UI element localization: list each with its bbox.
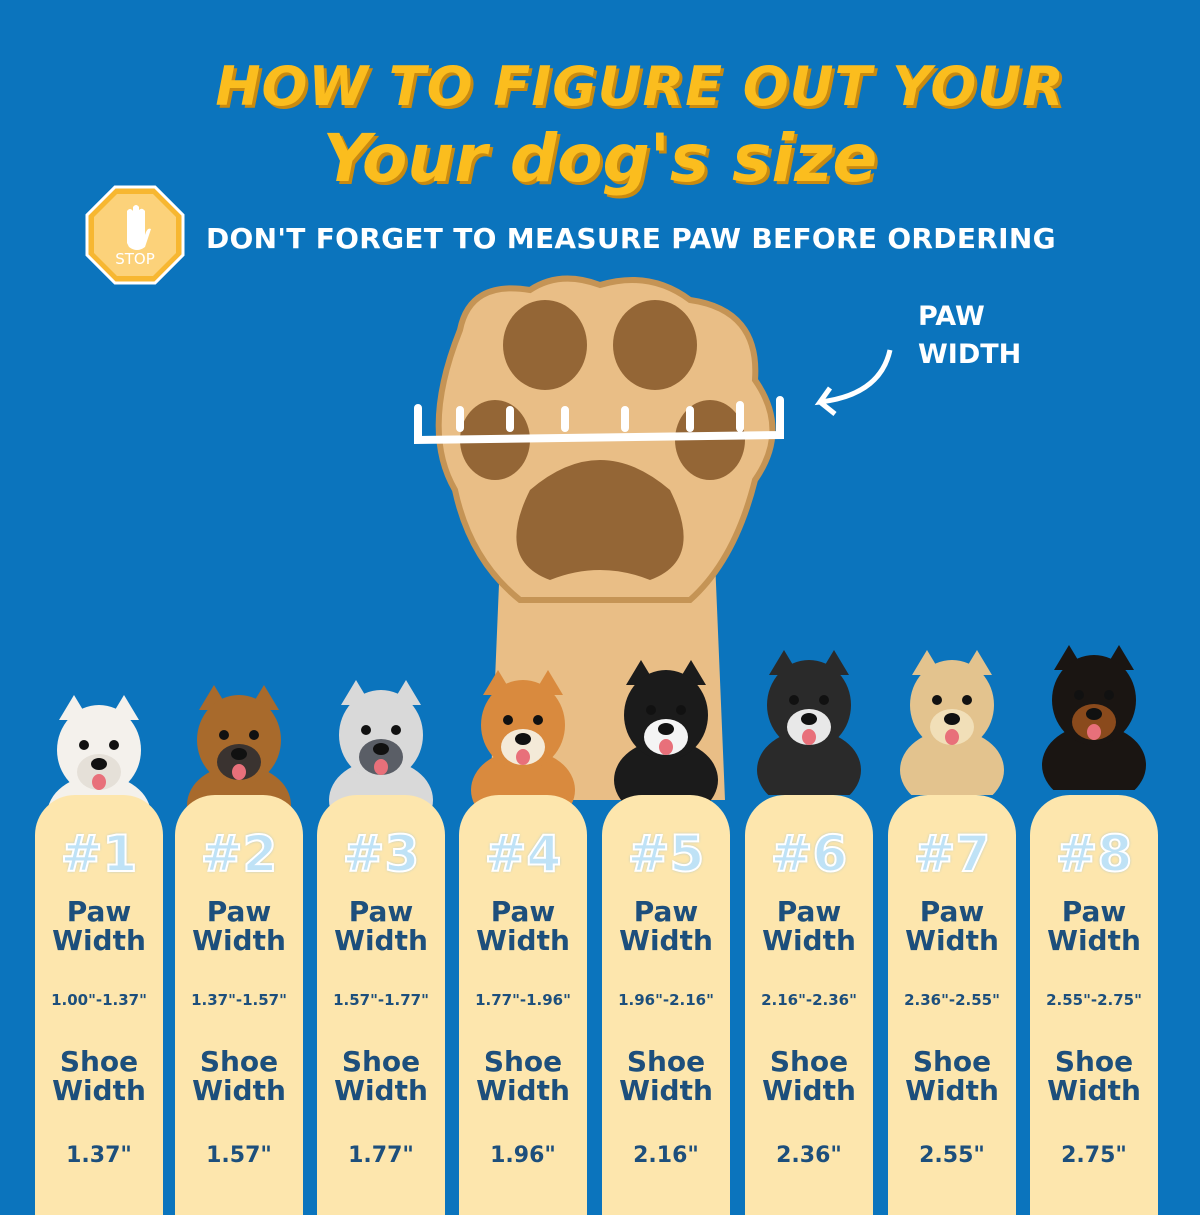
- paw-width-heading: Paw Width: [905, 895, 999, 957]
- dog-photo-4: [471, 670, 575, 815]
- size-number: #2: [200, 824, 279, 884]
- dog-photo-8: [1042, 645, 1146, 790]
- paw-width-heading: Paw Width: [762, 895, 856, 957]
- paw-width-heading: Paw Width: [334, 895, 428, 957]
- shoe-width-value: 1.37": [66, 1143, 132, 1168]
- shoe-width-heading: Shoe Width: [1047, 1045, 1141, 1107]
- size-card-4: #4 Paw Width 1.77"-1.96" Shoe Width 1.96": [459, 795, 587, 1215]
- svg-text:STOP: STOP: [115, 250, 155, 268]
- shoe-width-value: 2.16": [633, 1143, 699, 1168]
- title-line-2: Your dog's size: [322, 120, 878, 197]
- paw-width-heading: Paw Width: [619, 895, 713, 957]
- stop-sign-icon: STOP: [85, 185, 185, 285]
- size-number: #7: [913, 824, 992, 884]
- paw-width-range: 1.77"-1.96": [475, 991, 571, 1009]
- shoe-width-heading: Shoe Width: [905, 1045, 999, 1107]
- size-card-1: #1 Paw Width 1.00"-1.37" Shoe Width 1.37": [35, 795, 163, 1215]
- paw-width-range: 2.36"-2.55": [904, 991, 1000, 1009]
- shoe-width-heading: Shoe Width: [476, 1045, 570, 1107]
- size-number: #5: [627, 824, 706, 884]
- title-line-1: HOW TO FIGURE OUT YOUR: [215, 55, 1065, 118]
- shoe-width-value: 2.75": [1061, 1143, 1127, 1168]
- subtitle: DON'T FORGET TO MEASURE PAW BEFORE ORDER…: [206, 222, 1056, 255]
- size-card-6: #6 Paw Width 2.16"-2.36" Shoe Width 2.36": [745, 795, 873, 1215]
- size-card-3: #3 Paw Width 1.57"-1.77" Shoe Width 1.77": [317, 795, 445, 1215]
- shoe-width-heading: Shoe Width: [192, 1045, 286, 1107]
- dog-photo-5: [614, 660, 718, 805]
- size-card-8: #8 Paw Width 2.55"-2.75" Shoe Width 2.75": [1030, 795, 1158, 1215]
- dog-photo-6: [757, 650, 861, 795]
- shoe-width-value: 1.96": [490, 1143, 556, 1168]
- paw-width-range: 2.16"-2.36": [761, 991, 857, 1009]
- size-number: #1: [60, 824, 139, 884]
- paw-width-heading: Paw Width: [52, 895, 146, 957]
- size-card-5: #5 Paw Width 1.96"-2.16" Shoe Width 2.16": [602, 795, 730, 1215]
- paw-width-range: 2.55"-2.75": [1046, 991, 1142, 1009]
- dog-photo-7: [900, 650, 1004, 795]
- paw-width-label: PAW WIDTH: [918, 301, 1022, 370]
- shoe-width-heading: Shoe Width: [762, 1045, 856, 1107]
- shoe-width-value: 2.55": [919, 1143, 985, 1168]
- shoe-width-value: 2.36": [776, 1143, 842, 1168]
- shoe-width-value: 1.57": [206, 1143, 272, 1168]
- shoe-width-heading: Shoe Width: [619, 1045, 713, 1107]
- paw-width-range: 1.96"-2.16": [618, 991, 714, 1009]
- shoe-width-heading: Shoe Width: [334, 1045, 428, 1107]
- size-card-2: #2 Paw Width 1.37"-1.57" Shoe Width 1.57": [175, 795, 303, 1215]
- shoe-width-heading: Shoe Width: [52, 1045, 146, 1107]
- size-number: #3: [342, 824, 421, 884]
- paw-width-heading: Paw Width: [1047, 895, 1141, 957]
- size-card-7: #7 Paw Width 2.36"-2.55" Shoe Width 2.55": [888, 795, 1016, 1215]
- paw-width-heading: Paw Width: [476, 895, 570, 957]
- paw-width-range: 1.00"-1.37": [51, 991, 147, 1009]
- size-number: #6: [770, 824, 849, 884]
- paw-width-range: 1.37"-1.57": [191, 991, 287, 1009]
- paw-width-range: 1.57"-1.77": [333, 991, 429, 1009]
- paw-width-heading: Paw Width: [192, 895, 286, 957]
- size-number: #4: [484, 824, 563, 884]
- size-number: #8: [1055, 824, 1134, 884]
- shoe-width-value: 1.77": [348, 1143, 414, 1168]
